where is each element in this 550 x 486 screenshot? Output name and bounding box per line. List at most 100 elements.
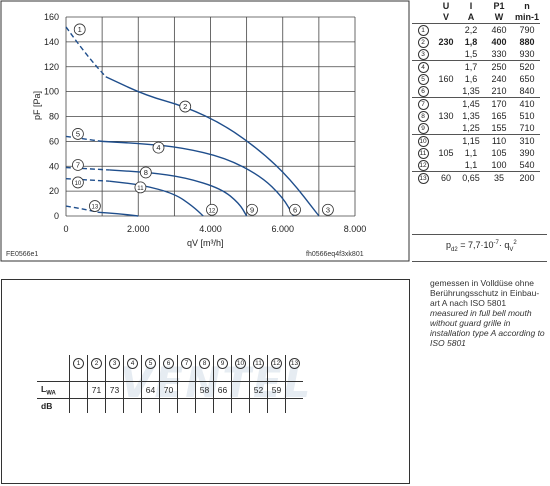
noise-db-cell [105,398,124,413]
noise-db-cell [159,398,178,413]
noise-db-cell [213,398,232,413]
spec-row: 3 1,5 330 930 [412,48,540,61]
curve-label-text: 7 [76,161,80,170]
formula-text: pd2 = 7,7·10-7· qV2 [446,240,517,253]
spec-voltage [434,159,458,172]
noise-db-label: dB [37,398,70,413]
noise-db-cell [87,398,106,413]
chart-grid [65,16,356,217]
noise-spacer-cell [213,371,232,382]
noise-spacer-cell [87,371,106,382]
curve-label-circle [139,166,152,179]
noise-spacer-cell [231,371,250,382]
y-tick-label: 40 [49,161,59,171]
spec-speed: 310 [514,134,540,147]
curve-label-9: 9 [246,203,258,216]
noise-lwa-value: 64 [141,381,160,399]
curve-label-circle [152,141,165,154]
curve-series-11 [109,180,204,217]
spec-voltage: 105 [438,147,454,158]
curve-label-10: 10 [72,176,84,189]
circled-number: 8 [417,111,429,122]
circled-number: 7 [417,99,429,110]
curve-label-circle [134,181,147,194]
noise-spacer-cell [195,371,214,382]
spec-row-number: 7 [412,97,434,110]
noise-spacer-cell [123,371,142,382]
spec-power: 105 [491,147,507,158]
spec-voltage: 160 [438,73,454,84]
y-axis-label: pF [Pa] [32,91,42,120]
spec-power: 250 [484,60,514,73]
curve-label-circle [72,159,84,171]
curve-label-text: 1 [78,25,82,34]
circled-number: 12 [271,358,282,369]
curve-label-8: 8 [139,166,152,179]
curve-label-13: 13 [89,200,101,212]
circled-number: 11 [253,358,264,369]
spec-power: 165 [491,110,507,121]
spec-current: 1,25 [462,122,480,133]
circled-number: 10 [235,358,246,369]
spec-row-number: 4 [412,60,434,73]
spec-row: 13 60 0,65 35 200 [412,171,540,184]
noise-lwa-value [123,381,142,399]
circled-number: 12 [417,160,429,171]
noise-col-header: 5 [141,355,160,371]
spec-voltage [434,122,458,135]
spec-speed: 880 [519,36,535,47]
spec-row: 10 1,15 110 310 [412,134,540,147]
noise-spacer-cell [69,371,88,382]
curve-label-3: 3 [322,203,334,216]
curve-label-text: 10 [75,181,82,187]
noise-header-blank [37,355,70,371]
spec-power: 240 [491,73,507,84]
noise-spacer-cell [105,371,124,382]
circled-number: 2 [91,358,102,369]
spec-header-cell: n [524,0,530,11]
spec-speed: 790 [514,23,540,36]
y-tick-label: 60 [49,136,59,146]
noise-col-header: 9 [213,355,232,371]
formula: pd2 = 7,7·10-7· qV2 [412,234,547,262]
noise-db-cell [141,398,160,413]
curve-series-1 [65,26,107,78]
spec-voltage [434,85,458,98]
spec-header-cell: U [442,0,450,11]
spec-voltage [434,23,458,36]
circled-number: 6 [163,358,174,369]
y-tick-label: 0 [54,211,59,221]
spec-current: 0,65 [458,171,484,184]
spec-power: 110 [484,134,514,147]
noise-lwa-value: 66 [213,381,232,399]
x-tick-label: 4.000 [199,224,222,234]
spec-current: 1,7 [458,60,484,73]
spec-row: 8 130 1,35 165 510 [412,110,540,122]
spec-current: 1,1 [464,147,478,158]
spec-current: 1,15 [458,134,484,147]
noise-lwa-value [285,381,303,399]
spec-current: 1,45 [458,97,484,110]
curve-label-2: 2 [179,100,192,113]
circled-number: 9 [217,358,228,369]
spec-current: 1,35 [462,110,480,121]
noise-row [37,371,303,382]
curve-label-circle [72,176,84,189]
noise-lwa-value: 71 [87,381,106,399]
curve-series-8 [109,169,248,217]
noise-lwa-value: 70 [159,381,178,399]
noise-db-cell [231,398,250,413]
curve-series-10 [65,177,110,182]
circled-number: 8 [199,358,210,369]
curve-series-2 [105,76,320,217]
curve-label-circle [73,23,86,36]
spec-speed: 710 [519,122,535,133]
spec-row-number: 10 [412,134,434,147]
circled-number: 2 [417,37,429,48]
curve-series-13 [65,205,99,213]
noise-db-cell [285,398,303,413]
spec-row: 11 105 1,1 105 390 [412,147,540,159]
noise-spacer-cell [285,371,303,382]
